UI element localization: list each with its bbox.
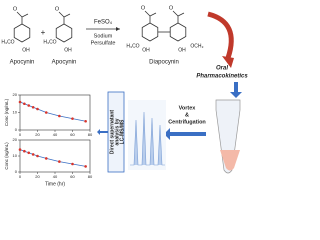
data-point	[71, 162, 74, 166]
label: Vortex	[179, 105, 197, 111]
label: 20	[13, 137, 18, 142]
label: Centrifugation	[168, 119, 206, 125]
label: 10	[13, 110, 18, 115]
data-point	[44, 157, 48, 160]
plot-frame	[19, 139, 91, 173]
label: 0	[15, 169, 18, 174]
bond	[63, 13, 71, 18]
label: Persulfate	[91, 40, 116, 46]
label: Conc (ng/mL)	[4, 142, 9, 170]
label: 0	[19, 132, 22, 137]
vortex-arrow	[164, 128, 206, 140]
benzene-ring	[13, 23, 31, 43]
label: H₃CO	[1, 39, 14, 45]
label: 10	[13, 153, 18, 158]
label: 80	[88, 132, 93, 137]
label: Direct supernatant	[109, 110, 115, 155]
label: O	[13, 6, 18, 12]
data-point	[44, 111, 48, 114]
label: Diapocynin	[149, 60, 179, 66]
reaction-arrow	[86, 27, 120, 31]
label: 40	[53, 132, 58, 137]
data-point	[71, 117, 74, 120]
label: H₃CO	[43, 39, 56, 45]
label: 20	[35, 174, 40, 179]
down-arrow	[230, 82, 242, 98]
label: O	[141, 5, 146, 11]
label: 80	[88, 174, 93, 179]
data-point	[23, 102, 26, 106]
data-point	[27, 151, 31, 155]
data-point	[36, 107, 39, 111]
label: O	[55, 6, 60, 12]
bond	[177, 12, 185, 17]
label: OH	[142, 47, 150, 53]
bond	[149, 12, 157, 17]
data-point	[36, 154, 39, 158]
plot-frame	[19, 94, 91, 131]
bond	[16, 11, 23, 18]
label: Time (hr)	[45, 181, 65, 187]
data-point	[31, 105, 35, 109]
benzene-ring	[169, 22, 187, 42]
arrow-head	[222, 56, 234, 68]
data-point	[84, 119, 87, 123]
data-point	[23, 149, 26, 153]
label: LC-MS/MS	[119, 119, 125, 144]
label: 40	[53, 174, 58, 179]
bond	[58, 11, 65, 18]
data-point	[27, 104, 31, 107]
label: 60	[70, 132, 75, 137]
label: OCH₃	[190, 43, 203, 49]
label: &	[185, 112, 189, 118]
data-point	[58, 114, 61, 118]
label: OH	[22, 47, 30, 53]
data-point	[84, 165, 87, 168]
label: Oral	[216, 66, 228, 72]
label: FeSO₄	[94, 20, 113, 26]
data-point	[18, 100, 22, 104]
benzene-ring	[141, 22, 159, 42]
benzene-ring	[55, 23, 73, 43]
label: 0	[15, 127, 18, 132]
bond	[172, 10, 179, 17]
label: OH	[178, 47, 186, 53]
label: analysis by	[114, 118, 120, 145]
label: 0	[19, 174, 22, 179]
label: Pharmacokinetics	[196, 74, 248, 80]
label: 60	[70, 174, 75, 179]
data-point	[31, 153, 35, 156]
label: OH	[64, 47, 72, 53]
curved-arrow	[207, 11, 234, 59]
label: 20	[13, 92, 18, 97]
label: Conc (ng/mL)	[4, 98, 9, 126]
label: O	[169, 5, 174, 11]
bond	[21, 13, 29, 18]
tube	[215, 99, 241, 174]
chromatogram	[128, 100, 166, 170]
bond	[144, 10, 151, 17]
label: H₃CO	[126, 43, 139, 49]
label: Apocynin	[52, 60, 77, 66]
data-point	[58, 160, 61, 163]
label: 20	[35, 132, 40, 137]
graphical-abstract: OH₃COOHApocyninOH₃COOHApocynin+FeSO₄Sodi…	[1, 5, 248, 187]
label: Apocynin	[10, 60, 35, 66]
analysis-arrow	[97, 129, 108, 135]
label: +	[41, 28, 46, 37]
label: Sodium	[94, 33, 113, 39]
data-point	[18, 148, 22, 151]
